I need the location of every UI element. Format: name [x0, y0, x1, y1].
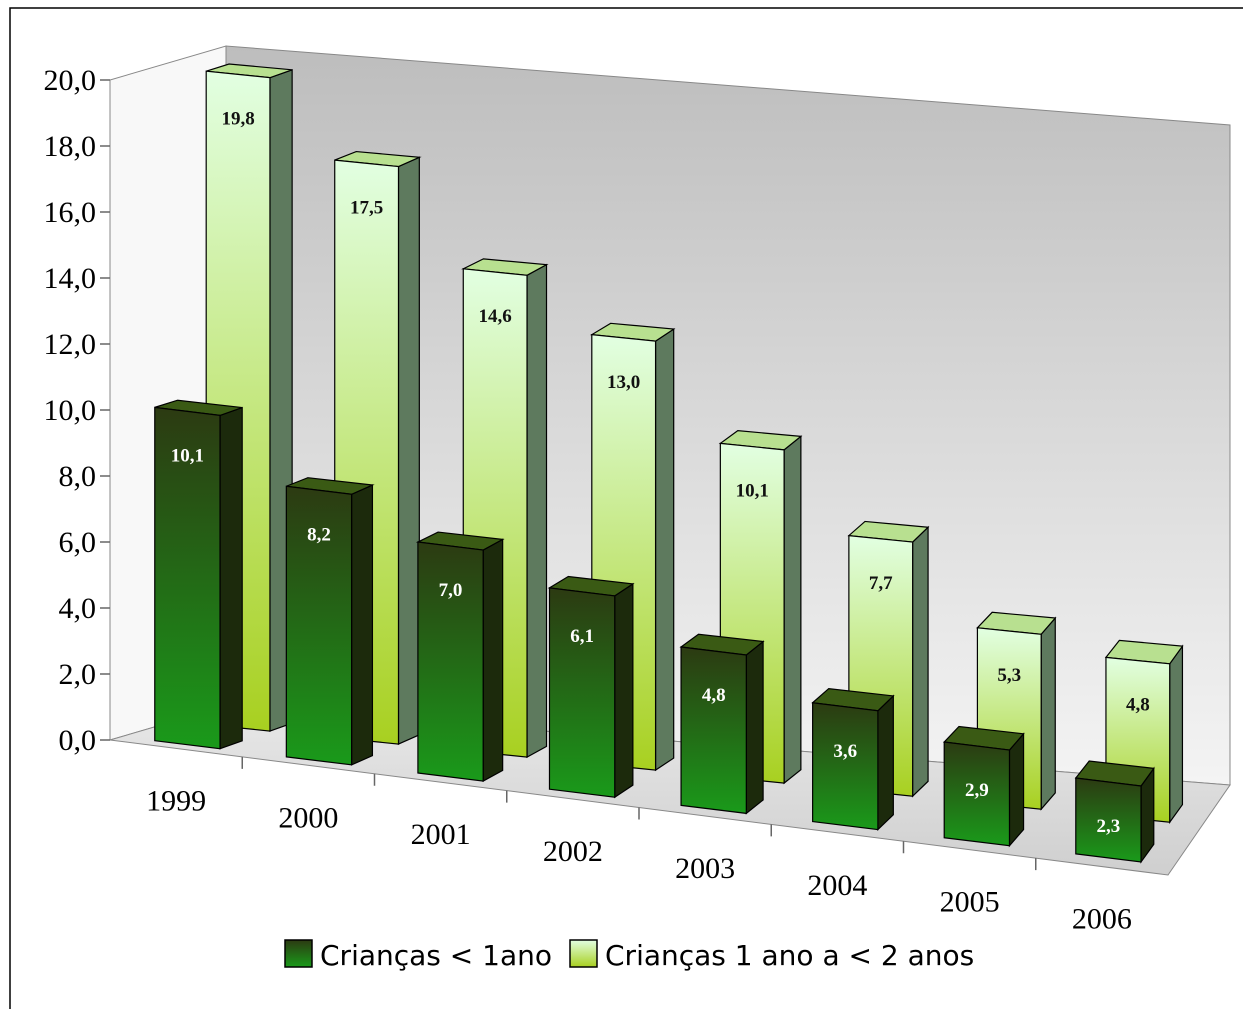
data-label: 2,3	[1097, 816, 1121, 837]
bar-side	[1008, 732, 1025, 848]
data-label: 7,7	[869, 573, 893, 594]
bar-side	[783, 435, 802, 785]
data-label: 17,5	[350, 197, 383, 218]
y-tick-label: 20,0	[44, 64, 97, 97]
x-tick-label: 1999	[146, 784, 206, 817]
bar-front	[680, 646, 747, 815]
y-tick-label: 2,0	[59, 658, 97, 691]
bar-front	[154, 406, 221, 750]
bar-side	[877, 694, 894, 831]
data-label: 19,8	[221, 108, 254, 129]
y-tick-label: 14,0	[44, 262, 97, 295]
bar: 7,0	[415, 531, 505, 783]
data-label: 4,8	[702, 685, 726, 706]
bar-side	[397, 156, 420, 745]
legend-label: Crianças < 1ano	[320, 939, 552, 972]
bar-side	[912, 525, 929, 798]
plot-area: 0,0 2,0 4,0 6,0 8,0 10,0 12,0 14,0 16,0 18,0 20,0 1…	[44, 45, 1231, 936]
y-tick-label: 6,0	[59, 526, 97, 559]
y-tick-label: 8,0	[59, 460, 97, 493]
y-tick-label: 16,0	[44, 196, 97, 229]
bar: 2,9	[942, 725, 1025, 848]
data-label: 10,1	[171, 445, 204, 466]
bar-side	[654, 327, 675, 772]
data-label: 6,1	[570, 626, 594, 647]
data-label: 4,8	[1126, 695, 1150, 716]
bar-front	[1075, 777, 1142, 863]
legend-label: Crianças 1 ano a < 2 anos	[605, 939, 974, 972]
data-label: 7,0	[439, 580, 463, 601]
x-tick-label: 2002	[543, 835, 603, 868]
legend-swatch	[284, 939, 313, 968]
x-tick-label: 2006	[1072, 903, 1132, 936]
bar: 6,1	[547, 575, 635, 799]
bar: 4,8	[679, 633, 765, 815]
bar-side	[526, 263, 548, 759]
bar-front	[548, 587, 616, 798]
y-tick-label: 18,0	[44, 130, 97, 163]
data-label: 8,2	[307, 524, 331, 545]
y-tick-label: 0,0	[59, 724, 97, 757]
bar-side	[745, 640, 764, 815]
frame	[9, 7, 1243, 1009]
data-label: 13,0	[607, 372, 640, 393]
data-label: 2,9	[965, 780, 989, 801]
data-label: 14,6	[479, 306, 512, 327]
data-label: 3,6	[833, 741, 857, 762]
bar-front	[943, 741, 1011, 847]
bar: 2,3	[1074, 760, 1155, 864]
legend-swatch	[569, 939, 598, 968]
bar-front	[417, 541, 484, 782]
data-label: 5,3	[997, 665, 1021, 686]
y-tick-label: 12,0	[44, 328, 97, 361]
bar-front	[812, 702, 879, 831]
bar-side	[1169, 644, 1184, 825]
bar: 8,2	[285, 477, 375, 766]
x-tick-label: 2001	[411, 818, 471, 851]
bar-side	[219, 406, 243, 750]
bar-side	[1040, 616, 1056, 811]
bar-side	[482, 538, 504, 783]
bar: 14,6	[461, 258, 549, 759]
bar: 3,6	[811, 687, 895, 831]
bar-side	[350, 484, 374, 766]
x-tick-label: 2003	[675, 852, 735, 885]
x-tick-label: 2004	[807, 869, 867, 902]
data-label: 10,1	[736, 481, 769, 502]
y-tick-label: 4,0	[59, 592, 97, 625]
bar-front	[285, 485, 353, 766]
x-tick-label: 2000	[278, 801, 338, 834]
y-tick-label: 10,0	[44, 394, 97, 427]
x-tick-label: 2005	[940, 886, 1000, 919]
bar: 10,1	[154, 399, 243, 750]
bar-side	[614, 582, 634, 799]
